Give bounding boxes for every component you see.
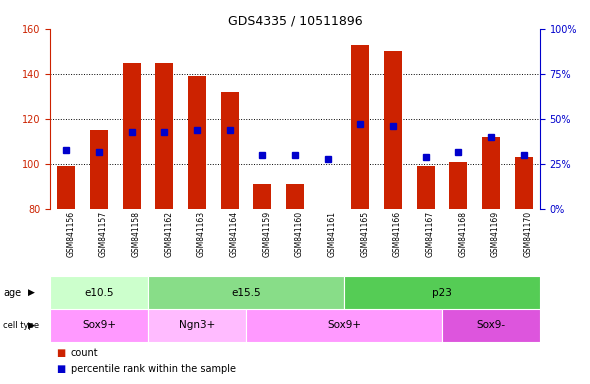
Bar xyxy=(246,309,442,342)
Bar xyxy=(50,309,148,342)
Bar xyxy=(155,63,173,209)
Bar xyxy=(90,130,108,209)
Text: e15.5: e15.5 xyxy=(231,288,261,298)
Bar xyxy=(482,137,500,209)
Bar xyxy=(188,76,206,209)
Text: cell type: cell type xyxy=(3,321,39,330)
Text: ■: ■ xyxy=(56,348,65,358)
Text: GSM841158: GSM841158 xyxy=(132,210,141,257)
Bar xyxy=(514,157,533,209)
Bar xyxy=(50,276,148,309)
Bar xyxy=(417,166,435,209)
Text: GSM841165: GSM841165 xyxy=(360,210,369,257)
Text: ■: ■ xyxy=(56,364,65,374)
Text: Sox9+: Sox9+ xyxy=(327,320,361,331)
Text: age: age xyxy=(3,288,21,298)
Text: GSM841163: GSM841163 xyxy=(197,210,206,257)
Text: GSM841168: GSM841168 xyxy=(458,210,467,257)
Text: GSM841170: GSM841170 xyxy=(523,210,533,257)
Text: GSM841162: GSM841162 xyxy=(165,210,173,257)
Bar xyxy=(344,276,540,309)
Bar xyxy=(442,309,540,342)
Text: GSM841166: GSM841166 xyxy=(393,210,402,257)
Text: Sox9+: Sox9+ xyxy=(82,320,116,331)
Text: e10.5: e10.5 xyxy=(84,288,114,298)
Text: GSM841160: GSM841160 xyxy=(295,210,304,257)
Text: GSM841169: GSM841169 xyxy=(491,210,500,257)
Bar xyxy=(148,276,344,309)
Text: ▶: ▶ xyxy=(28,321,35,330)
Text: Sox9-: Sox9- xyxy=(476,320,506,331)
Text: count: count xyxy=(71,348,99,358)
Text: Ngn3+: Ngn3+ xyxy=(179,320,215,331)
Text: GSM841157: GSM841157 xyxy=(99,210,108,257)
Bar xyxy=(351,45,369,209)
Bar xyxy=(286,184,304,209)
Text: ▶: ▶ xyxy=(28,288,35,297)
Bar xyxy=(148,309,246,342)
Bar xyxy=(384,51,402,209)
Text: p23: p23 xyxy=(432,288,452,298)
Bar xyxy=(221,92,239,209)
Text: percentile rank within the sample: percentile rank within the sample xyxy=(71,364,236,374)
Text: GSM841161: GSM841161 xyxy=(327,210,337,257)
Title: GDS4335 / 10511896: GDS4335 / 10511896 xyxy=(228,15,362,28)
Bar xyxy=(253,184,271,209)
Text: GSM841164: GSM841164 xyxy=(230,210,239,257)
Text: GSM841156: GSM841156 xyxy=(67,210,76,257)
Bar xyxy=(123,63,141,209)
Text: GSM841159: GSM841159 xyxy=(263,210,271,257)
Bar xyxy=(57,166,76,209)
Text: GSM841167: GSM841167 xyxy=(425,210,435,257)
Bar xyxy=(449,162,467,209)
